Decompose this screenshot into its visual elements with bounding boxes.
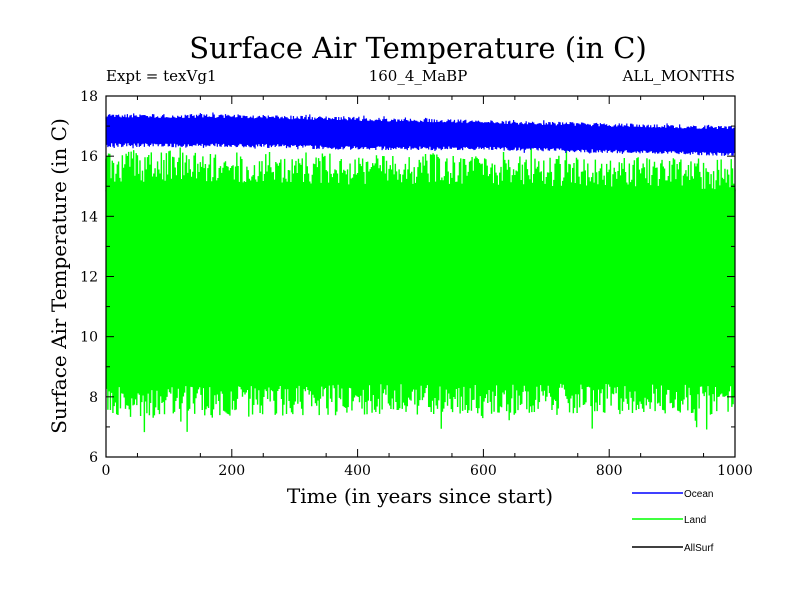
y-tick-label: 16: [80, 149, 98, 165]
subtitle-center: 160_4_MaBP: [369, 67, 468, 85]
y-tick-label: 8: [89, 390, 98, 406]
y-axis-label: Surface Air Temperature (in C): [47, 118, 71, 434]
legend-label-allsurf: AllSurf: [684, 543, 714, 554]
series-land-line: [105, 144, 736, 433]
legend-label-land: Land: [684, 515, 706, 526]
chart-title: Surface Air Temperature (in C): [189, 31, 647, 65]
x-tick-label: 1000: [717, 463, 753, 479]
subtitle-right: ALL_MONTHS: [622, 67, 735, 85]
y-tick-label: 14: [80, 209, 98, 225]
y-tick-label: 10: [80, 330, 98, 346]
x-tick-label: 400: [344, 463, 371, 479]
x-tick-label: 200: [218, 463, 245, 479]
y-tick-label: 18: [80, 89, 98, 105]
x-tick-label: 600: [470, 463, 497, 479]
legend-label-ocean: Ocean: [684, 489, 713, 500]
legend: Ocean Land AllSurf: [632, 489, 714, 554]
subtitle-left: Expt = texVg1: [106, 67, 217, 85]
y-tick-label: 6: [89, 450, 98, 466]
series-ocean-line: [105, 112, 736, 156]
y-tick-label: 12: [80, 270, 98, 286]
x-axis-label: Time (in years since start): [287, 484, 553, 508]
x-tick-label: 800: [596, 463, 623, 479]
axes-layer: 0 200 400 600 800 1000 6 8 10 12 14 16 18: [80, 89, 753, 479]
x-tick-label: 0: [102, 463, 111, 479]
series-layer: [105, 112, 736, 433]
